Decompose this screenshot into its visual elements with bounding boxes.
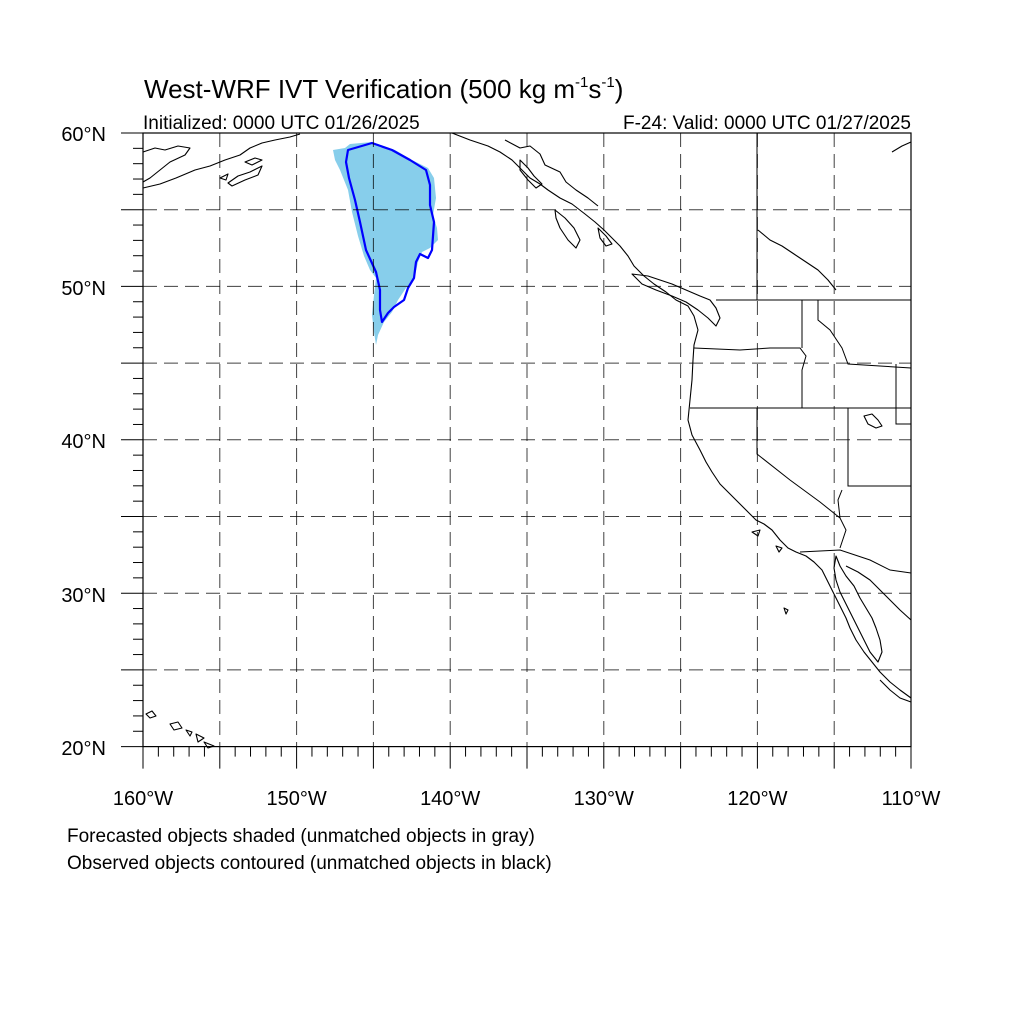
longitude-labels: 160°W 150°W 140°W 130°W 120°W 110°W — [113, 788, 941, 810]
lon-label-110w: 110°W — [882, 788, 941, 810]
lon-label-140w: 140°W — [420, 788, 480, 810]
lon-label-130w: 130°W — [574, 788, 634, 810]
lon-label-150w: 150°W — [266, 788, 326, 810]
political-borders — [690, 133, 912, 574]
valid-time-label: F-24: Valid: 0000 UTC 01/27/2025 — [623, 113, 911, 134]
lat-label-30: 30°N — [61, 585, 106, 607]
init-time-label: Initialized: 0000 UTC 01/26/2025 — [143, 113, 420, 134]
lat-label-60: 60°N — [61, 124, 106, 146]
footnote-observed: Observed objects contoured (unmatched ob… — [67, 853, 552, 874]
map-panel — [121, 132, 912, 769]
lat-label-40: 40°N — [61, 431, 106, 453]
coastlines — [142, 132, 912, 749]
lat-label-50: 50°N — [61, 278, 106, 300]
latitude-labels: 60°N 50°N 40°N 30°N 20°N — [61, 124, 106, 760]
axis-ticks — [121, 132, 912, 769]
graticule — [143, 133, 911, 747]
footnote-forecast: Forecasted objects shaded (unmatched obj… — [67, 826, 535, 847]
lat-label-20: 20°N — [61, 738, 106, 760]
forecast-object-shaded — [333, 142, 438, 345]
observed-object-contour — [344, 141, 436, 324]
map-title: West-WRF IVT Verification (500 kg m-1s-1… — [144, 74, 623, 104]
lon-label-120w: 120°W — [727, 788, 787, 810]
lon-label-160w: 160°W — [113, 788, 173, 810]
